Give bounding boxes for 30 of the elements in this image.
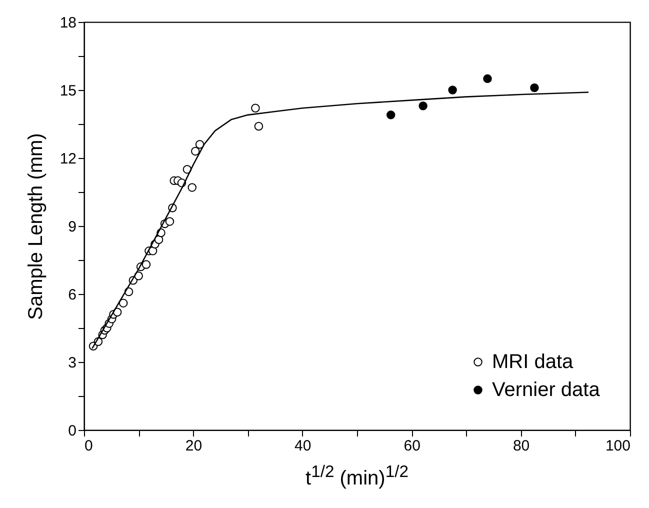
y-tick-label: 9: [68, 218, 76, 236]
x-tick-label: 0: [84, 438, 93, 454]
x-tick-label: 60: [404, 438, 420, 454]
point: [251, 104, 260, 112]
point: [188, 183, 196, 192]
x-tick-label: 40: [294, 438, 312, 454]
x-tick-label: 80: [512, 438, 530, 454]
point: [254, 122, 264, 131]
y-tick-label: 18: [60, 14, 76, 32]
y-tick-label: 12: [60, 150, 76, 168]
point: [191, 146, 200, 156]
point: [483, 74, 492, 84]
x-axis-title: t$^{1/2}$ (min)$^{1/2}$: [304, 462, 410, 491]
legend-label: MRI data: [492, 351, 574, 373]
point: [118, 298, 128, 308]
point: [448, 86, 457, 94]
y-tick-label: 15: [60, 82, 76, 100]
point: [165, 217, 174, 226]
point: [418, 102, 428, 110]
y-tick-label: 6: [68, 286, 76, 304]
y-tick-label: 3: [68, 354, 76, 372]
point: [142, 260, 151, 269]
y-axis-title: Sample Length (mm): [24, 133, 47, 320]
point: [195, 140, 204, 149]
legend-label: Vernier data: [492, 379, 601, 401]
point: [386, 110, 396, 120]
x-tick-label: 20: [185, 438, 202, 454]
point: [530, 83, 539, 92]
x-tick-label: 100: [605, 438, 630, 454]
y-tick-label: 0: [68, 422, 76, 440]
